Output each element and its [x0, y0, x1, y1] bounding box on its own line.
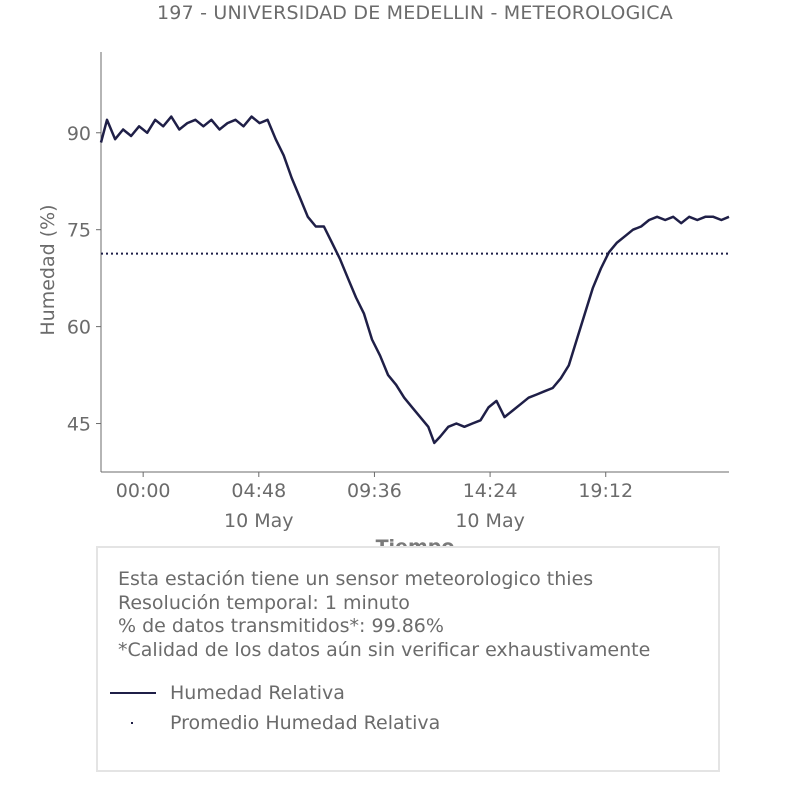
- info-line-transmitted: % de datos transmitidos*: 99.86%: [118, 615, 444, 637]
- y-axis-title: Humedad (%): [37, 204, 59, 335]
- x-tick-sublabel: 10 May: [455, 510, 525, 532]
- legend-label: Promedio Humedad Relativa: [170, 712, 441, 734]
- x-tick-label: 00:00: [116, 480, 171, 502]
- legend-swatch-dotted: [110, 710, 156, 736]
- y-tick-label: 60: [67, 317, 91, 339]
- x-tick-label: 19:12: [578, 480, 633, 502]
- plot-area: [99, 115, 730, 445]
- x-tick-label: 04:48: [231, 480, 286, 502]
- x-tick-sublabel: 10 May: [224, 510, 294, 532]
- info-line-sensor: Esta estación tiene un sensor meteorolog…: [118, 568, 594, 590]
- y-tick-label: 75: [67, 220, 91, 242]
- info-line-quality: *Calidad de los datos aún sin verificar …: [118, 638, 651, 661]
- x-tick-label: 09:36: [347, 480, 402, 502]
- info-text: Esta estación tiene un sensor meteorolog…: [118, 568, 650, 662]
- x-tick-label: 14:24: [463, 480, 518, 502]
- series-line-humedad: [99, 115, 730, 445]
- legend-item-promedio: Promedio Humedad Relativa: [110, 710, 440, 736]
- y-tick-label: 45: [67, 414, 91, 436]
- y-tick-label: 90: [67, 123, 91, 145]
- chart-axes: [96, 52, 729, 477]
- info-legend-box: Esta estación tiene un sensor meteorolog…: [96, 546, 720, 772]
- legend-label: Humedad Relativa: [170, 682, 345, 704]
- info-line-resolution: Resolución temporal: 1 minuto: [118, 591, 410, 614]
- axis-labels: 45 60 75 90 00:00 04:48 10 May 09:36 14:24 10 May…: [37, 123, 633, 558]
- chart-title: 197 - UNIVERSIDAD DE MEDELLIN - METEOROL…: [157, 2, 673, 24]
- legend-item-humedad: Humedad Relativa: [110, 680, 345, 706]
- legend-swatch-line: [110, 680, 156, 706]
